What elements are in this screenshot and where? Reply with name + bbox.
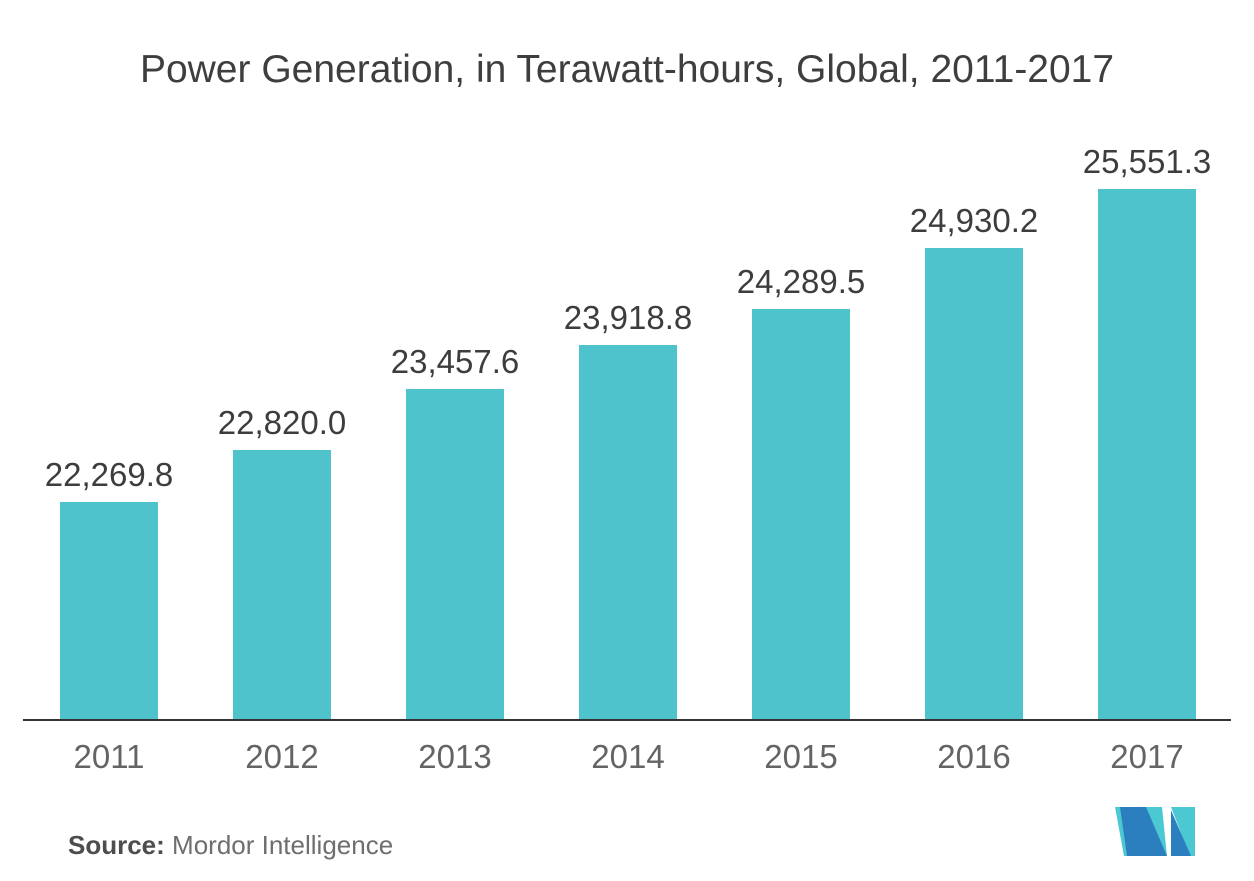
bar-value-label: 22,269.8 xyxy=(44,456,174,493)
x-axis-label-2012: 2012 xyxy=(245,738,319,775)
x-axis-line xyxy=(23,719,1231,721)
x-axis-label-2015: 2015 xyxy=(764,738,838,775)
bar-group-2011: 22,269.8 xyxy=(45,120,173,720)
bar-value-label: 23,457.6 xyxy=(390,343,520,380)
logo-m-blue-shape xyxy=(1120,807,1167,856)
bar-2015 xyxy=(752,309,850,720)
bar-2012 xyxy=(233,450,331,720)
bar-group-2012: 22,820.0 xyxy=(218,120,346,720)
x-axis-tick-labels: 2011 2012 2013 2014 2015 2016 2017 xyxy=(60,740,1196,773)
plot-area: 22,269.8 22,820.0 23,457.6 23,918.8 24,289.5… xyxy=(45,120,1211,720)
x-axis-label-2013: 2013 xyxy=(418,738,492,775)
bar-2014 xyxy=(579,345,677,720)
bar-value-label: 25,551.3 xyxy=(1082,143,1212,180)
bar-2011 xyxy=(60,502,158,720)
bar-group-2016: 24,930.2 xyxy=(910,120,1038,720)
logo-i-teal-shape xyxy=(1171,807,1195,856)
source-attribution: Source: Mordor Intelligence xyxy=(68,831,393,860)
bar-2016 xyxy=(925,248,1023,720)
mordor-intelligence-logo xyxy=(1115,807,1195,856)
bar-group-2014: 23,918.8 xyxy=(564,120,692,720)
bar-value-label: 24,289.5 xyxy=(736,263,866,300)
source-value: Mordor Intelligence xyxy=(172,830,394,860)
bar-2013 xyxy=(406,389,504,720)
x-axis-label-2017: 2017 xyxy=(1110,738,1184,775)
x-axis-label-2014: 2014 xyxy=(591,738,665,775)
x-axis-label-2016: 2016 xyxy=(937,738,1011,775)
bar-group-2013: 23,457.6 xyxy=(391,120,519,720)
bar-2017 xyxy=(1098,189,1196,720)
x-axis-label-2011: 2011 xyxy=(73,738,145,775)
chart-title: Power Generation, in Terawatt-hours, Glo… xyxy=(139,48,1115,91)
bar-value-label: 24,930.2 xyxy=(909,202,1039,239)
logo-i-blue-shape xyxy=(1171,810,1191,856)
bar-value-label: 22,820.0 xyxy=(217,404,347,441)
source-label: Source: xyxy=(68,830,165,860)
bar-value-label: 23,918.8 xyxy=(563,299,693,336)
bar-group-2015: 24,289.5 xyxy=(737,120,865,720)
bar-group-2017: 25,551.3 xyxy=(1083,120,1211,720)
